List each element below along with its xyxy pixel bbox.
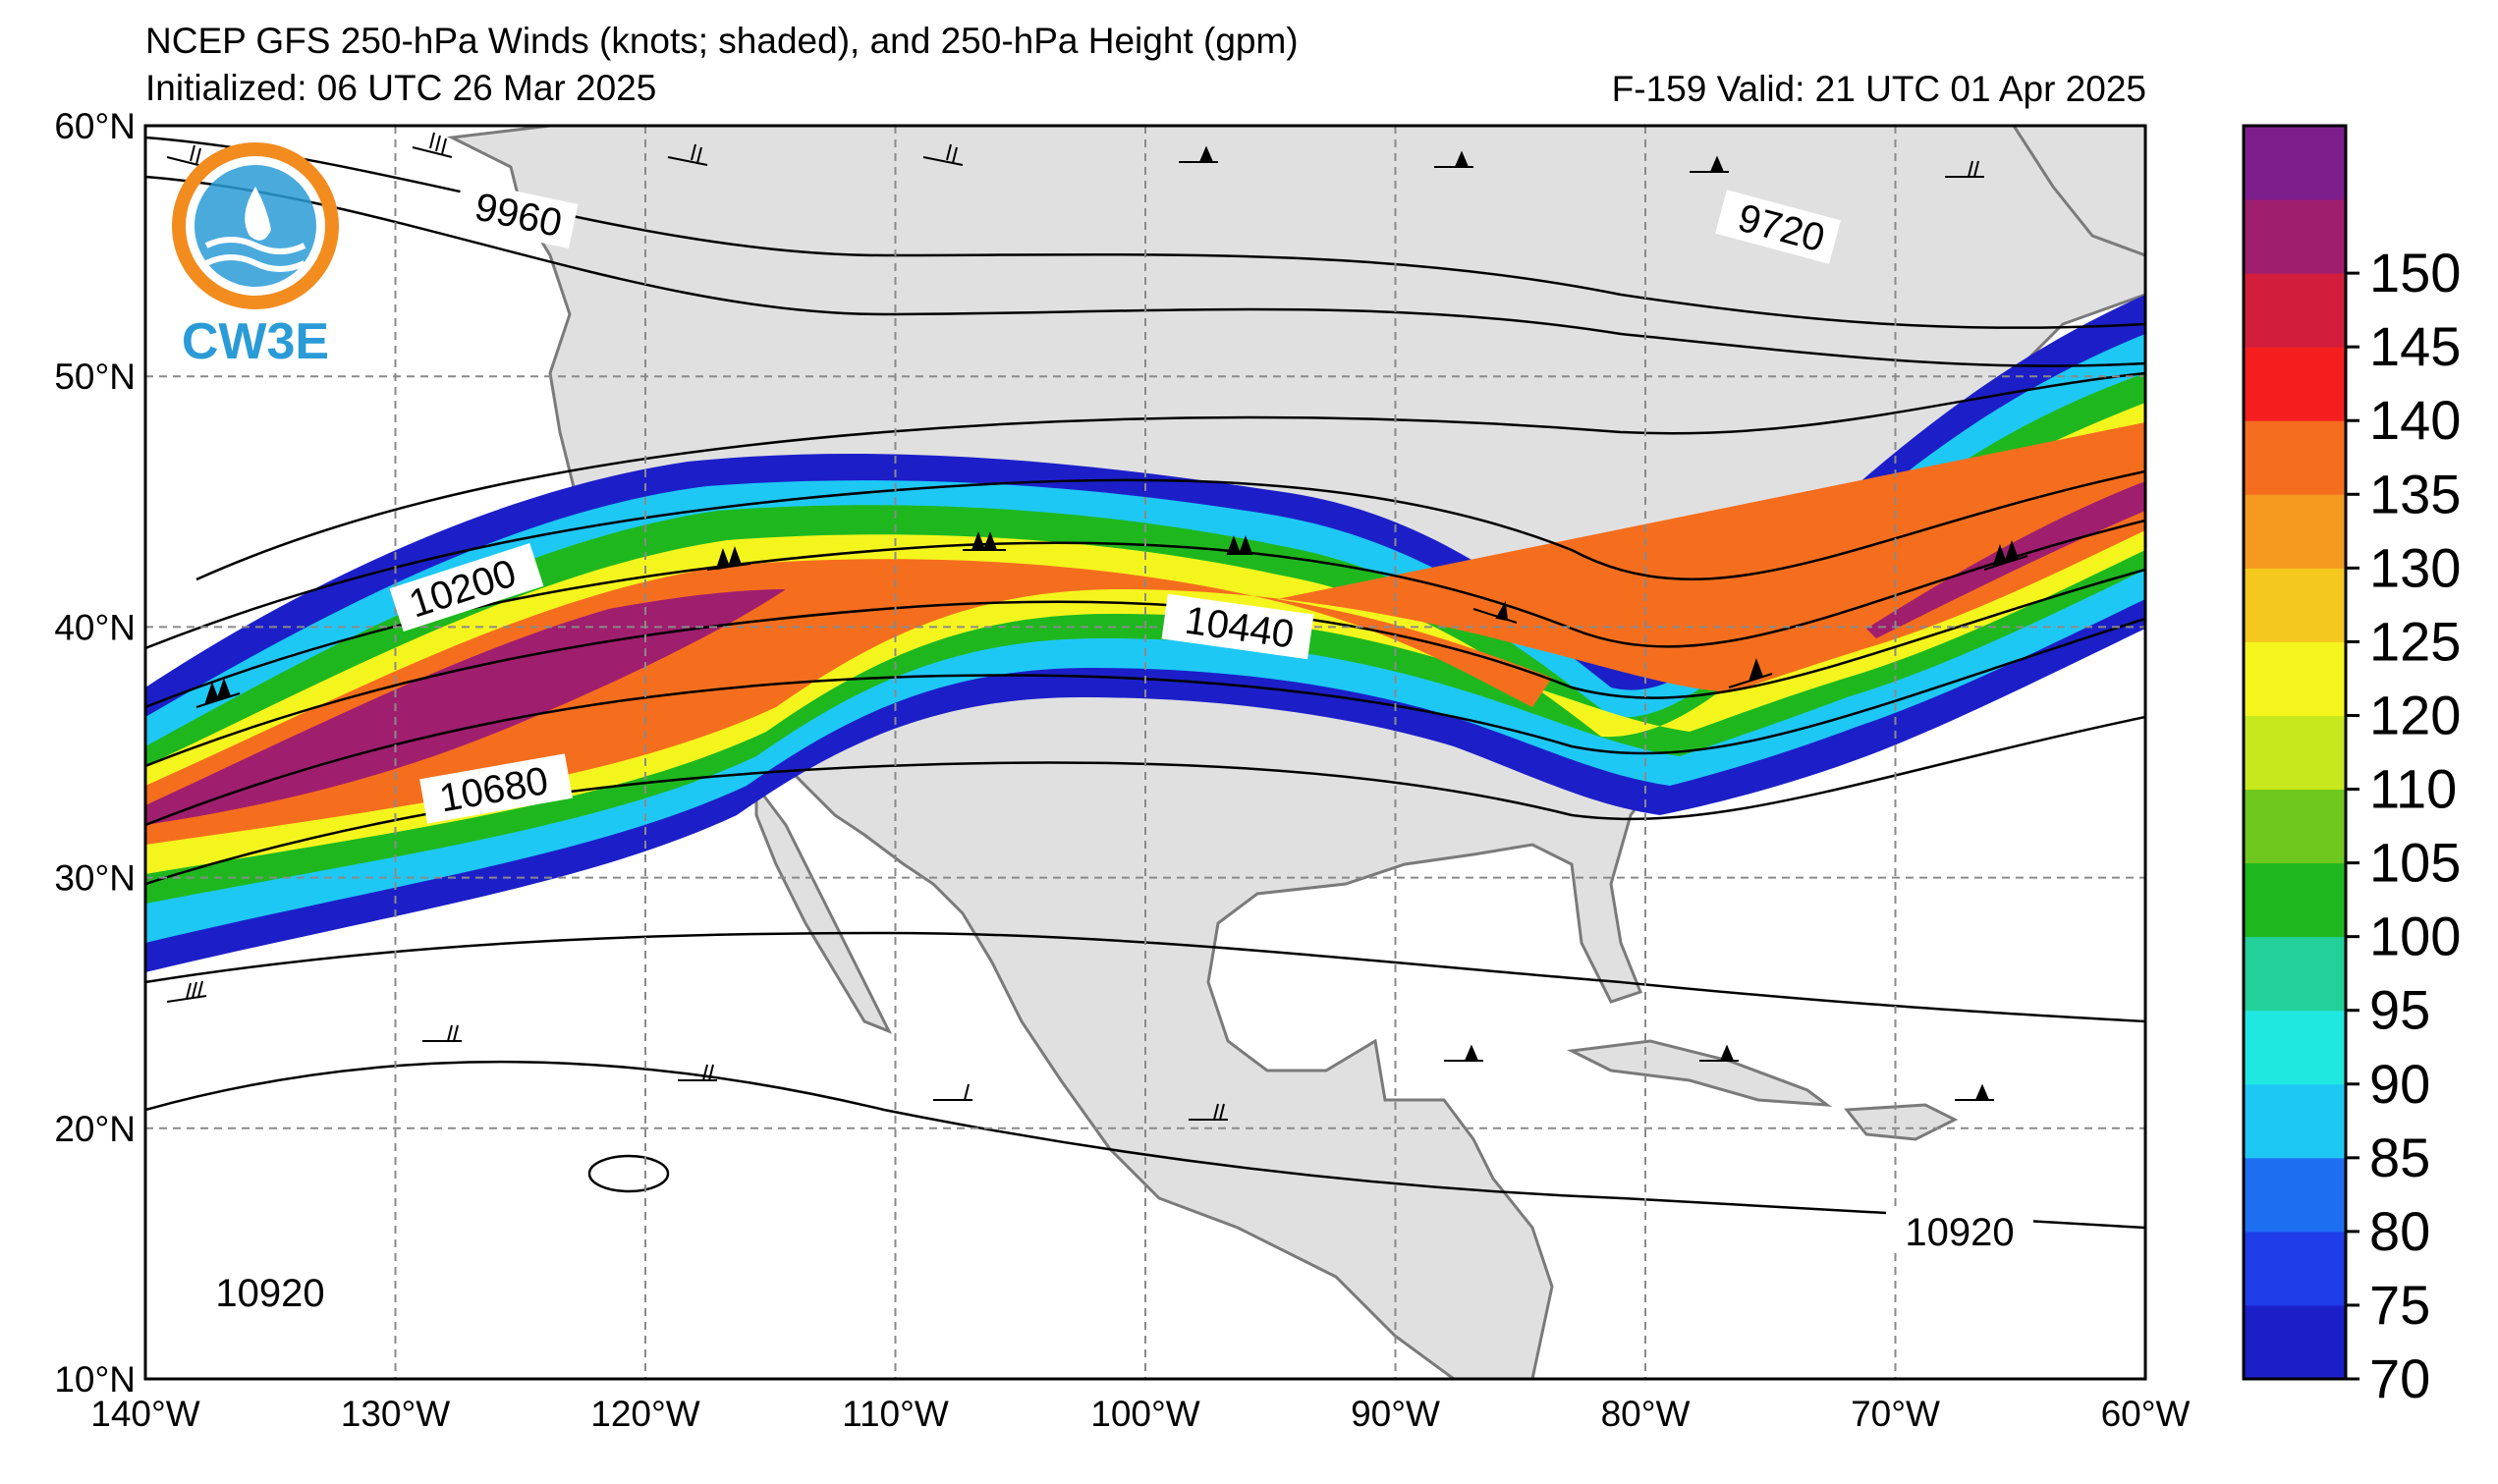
jet-core-140 (145, 589, 786, 825)
colorbar-tick-label: 105 (2369, 832, 2461, 894)
colorbar: 70 75 80 85 90 95 100 105 110 120 125 130 135 140 145 1… (2242, 124, 2461, 1409)
cw3e-logo: CW3E (172, 142, 339, 370)
lat-tick-label: 50°N (54, 357, 136, 397)
colorbar-tick-label: 125 (2369, 610, 2461, 672)
colorbar-tick-label: 150 (2369, 242, 2461, 303)
lon-tick-label: 60°W (2101, 1394, 2191, 1434)
contour-label-10920-east: 10920 (1905, 1211, 2014, 1254)
colorbar-tick-label: 130 (2369, 536, 2461, 598)
lat-tick-label: 10°N (54, 1359, 136, 1400)
baja-land (754, 781, 893, 1034)
map-frame (143, 124, 2147, 1381)
lon-tick-label: 140°W (90, 1394, 200, 1434)
valid-time: F-159 Valid: 21 UTC 01 Apr 2025 (1611, 69, 2146, 109)
lat-tick-label: 40°N (54, 607, 136, 647)
lat-tick-label: 60°N (54, 106, 136, 146)
longitude-labels: 140°W 130°W 120°W 110°W 100°W 90°W 80°W 70°W 60°… (90, 1394, 2190, 1434)
colorbar-tick-label: 85 (2369, 1127, 2430, 1188)
colorbar-tick-label: 75 (2369, 1274, 2430, 1336)
colorbar-bin (2244, 126, 2346, 200)
lon-tick-label: 90°W (1351, 1394, 1440, 1434)
colorbar-bin (2244, 1157, 2346, 1233)
init-time: Initialized: 06 UTC 26 Mar 2025 (145, 68, 657, 108)
colorbar-tick-label: 80 (2369, 1200, 2430, 1262)
cuba-land (1566, 1039, 1832, 1107)
colorbar-bin (2244, 1010, 2346, 1085)
logo-text: CW3E (182, 313, 329, 370)
colorbar-bin (2244, 1304, 2346, 1380)
lon-tick-label: 110°W (842, 1394, 949, 1434)
colorbar-bin (2244, 936, 2346, 1012)
colorbar-bin (2244, 862, 2346, 938)
lat-tick-label: 30°N (54, 858, 136, 899)
lon-tick-label: 120°W (590, 1394, 700, 1434)
lon-tick-label: 80°W (1601, 1394, 1691, 1434)
colorbar-frame (2242, 124, 2348, 1381)
graticule (145, 126, 2145, 1379)
colorbar-bin (2244, 715, 2346, 791)
colorbar-bin (2244, 1083, 2346, 1159)
colorbar-tick-label: 110 (2369, 758, 2457, 820)
colorbar-tick-label: 95 (2369, 979, 2430, 1041)
lon-tick-label: 100°W (1090, 1394, 1200, 1434)
colorbar-bin (2244, 199, 2346, 274)
colorbar-tick-label: 135 (2369, 463, 2461, 524)
water-drop-icon (245, 187, 271, 241)
colorbar-tick-label: 145 (2369, 315, 2461, 377)
jet-band-110 (145, 403, 2145, 874)
colorbar-bin (2244, 789, 2346, 864)
barb-row-1 (166, 132, 1984, 178)
colorbar-bin (2244, 568, 2346, 642)
colorbar-bin (2244, 1231, 2346, 1306)
wind-barbs (166, 132, 2028, 1121)
colorbar-tick-label: 140 (2369, 389, 2461, 451)
barb-row-south (166, 980, 1994, 1121)
colorbar-bin (2244, 641, 2346, 716)
colorbar-bin (2244, 420, 2346, 495)
latitude-labels: 60°N 50°N 40°N 30°N 20°N 10°N (54, 106, 136, 1400)
colorbar-tick-label: 100 (2369, 906, 2461, 967)
greenland-land (2012, 126, 2145, 257)
logo-ring (172, 142, 339, 309)
colorbar-tick-label: 70 (2369, 1347, 2430, 1409)
contour-label-10920-west: 10920 (215, 1272, 324, 1315)
colorbar-bin (2244, 494, 2346, 569)
colorbar-bin (2244, 347, 2346, 421)
lon-tick-label: 130°W (341, 1394, 451, 1434)
lat-tick-label: 20°N (54, 1109, 136, 1149)
colorbar-tick-label: 90 (2369, 1053, 2430, 1115)
colorbar-bin (2244, 273, 2346, 348)
colorbar-tick-label: 120 (2369, 684, 2461, 745)
lon-tick-label: 70°W (1851, 1394, 1940, 1434)
chart-title: NCEP GFS 250-hPa Winds (knots; shaded), … (145, 21, 1299, 61)
hispaniola-land (1844, 1103, 1959, 1141)
